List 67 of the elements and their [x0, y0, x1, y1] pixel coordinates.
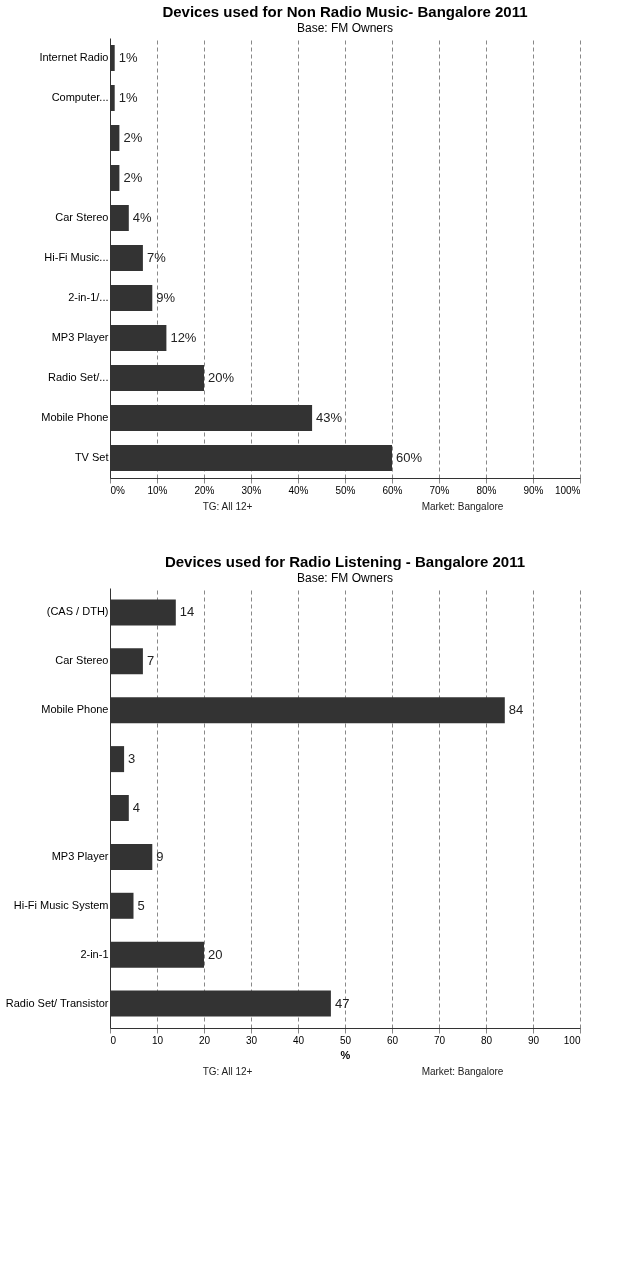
text: Market: Bangalore — [421, 501, 504, 512]
y-tick-label: MP3 Player — [51, 849, 109, 862]
data-label: 4% — [132, 210, 153, 225]
data-label: 84 — [508, 702, 524, 718]
x-tick-label: 30% — [241, 484, 262, 496]
y-tick-label: Mobile Phone — [41, 703, 109, 716]
x-tick-label: 50 — [339, 1034, 352, 1046]
text: Market: Bangalore — [421, 1066, 504, 1077]
data-label: 43% — [316, 410, 343, 425]
text: TG: All 12+ — [202, 501, 253, 512]
data-label: 14 — [179, 604, 195, 620]
x-tick-label: 40 — [292, 1034, 305, 1046]
y-tick-label: Hi-Fi Music... — [44, 251, 109, 263]
x-tick-label: 80 — [480, 1034, 493, 1046]
x-tick-label: 20% — [194, 484, 215, 496]
data-label: 4 — [132, 800, 141, 815]
y-tick-label: TV Set — [74, 451, 109, 463]
x-tick-label: 50% — [335, 484, 356, 496]
data-label: 1% — [118, 50, 138, 65]
y-tick-label: Car Stereo — [55, 654, 109, 667]
chart-subtitle: Base: FM Owners — [296, 571, 394, 585]
data-label: 60% — [396, 450, 423, 465]
chart-title: Devices used for Radio Listening - Bangalore 2011 — [164, 553, 526, 570]
y-tick-label: 2-in-1/... — [68, 291, 109, 303]
text: TG: All 12+ — [202, 1066, 253, 1077]
data-label: 9% — [156, 290, 176, 305]
x-tick-label: 60% — [382, 484, 403, 496]
y-tick-label: Car Stereo — [55, 211, 109, 223]
x-tick-label: 60 — [386, 1034, 399, 1046]
data-label: 12% — [170, 330, 197, 345]
data-label: 2% — [123, 130, 143, 145]
data-label: 5 — [137, 897, 145, 913]
chart-title: Devices used for Non Radio Music- Bangalore 2011 — [162, 3, 528, 20]
data-label: 20 — [208, 946, 223, 962]
data-label: 3 — [128, 751, 136, 767]
x-tick-label: 0% — [110, 484, 126, 496]
data-label: 7 — [146, 653, 155, 669]
x-tick-label: 70% — [429, 484, 450, 496]
data-label: 47 — [334, 995, 350, 1011]
y-tick-label: 2-in-1 — [80, 947, 109, 960]
y-tick-label: Internet Radio — [39, 51, 109, 63]
y-tick-label: Radio Set/ Transistor — [5, 996, 109, 1009]
data-label: 1% — [118, 90, 138, 105]
chart-subtitle: Base: FM Owners — [296, 21, 394, 35]
y-tick-label: (CAS / DTH) — [46, 605, 109, 618]
y-tick-label: Hi-Fi Music System — [13, 898, 109, 911]
x-tick-label: 90 — [527, 1034, 540, 1046]
data-label: 9 — [156, 848, 164, 864]
x-tick-label: 30 — [245, 1034, 258, 1046]
y-tick-label: Mobile Phone — [41, 411, 109, 423]
y-tick-label: Radio Set/... — [47, 371, 109, 383]
x-tick-label: 20 — [198, 1034, 211, 1046]
x-tick-label: 40% — [288, 484, 309, 496]
x-tick-label: 90% — [523, 484, 544, 496]
data-label: 20% — [208, 370, 235, 385]
x-tick-label: 10 — [151, 1034, 164, 1046]
x-tick-label: 100 — [563, 1034, 581, 1046]
x-tick-label: 80% — [476, 484, 497, 496]
x-tick-label: 0 — [110, 1034, 117, 1046]
x-axis-title: % — [340, 1048, 351, 1061]
x-tick-label: 100% — [554, 484, 581, 496]
x-tick-label: 70 — [433, 1034, 446, 1046]
data-label: 7% — [146, 250, 167, 265]
y-tick-label: MP3 Player — [51, 331, 109, 343]
data-label: 2% — [123, 170, 143, 185]
y-tick-label: Computer... — [51, 91, 109, 103]
x-tick-label: 10% — [147, 484, 168, 496]
